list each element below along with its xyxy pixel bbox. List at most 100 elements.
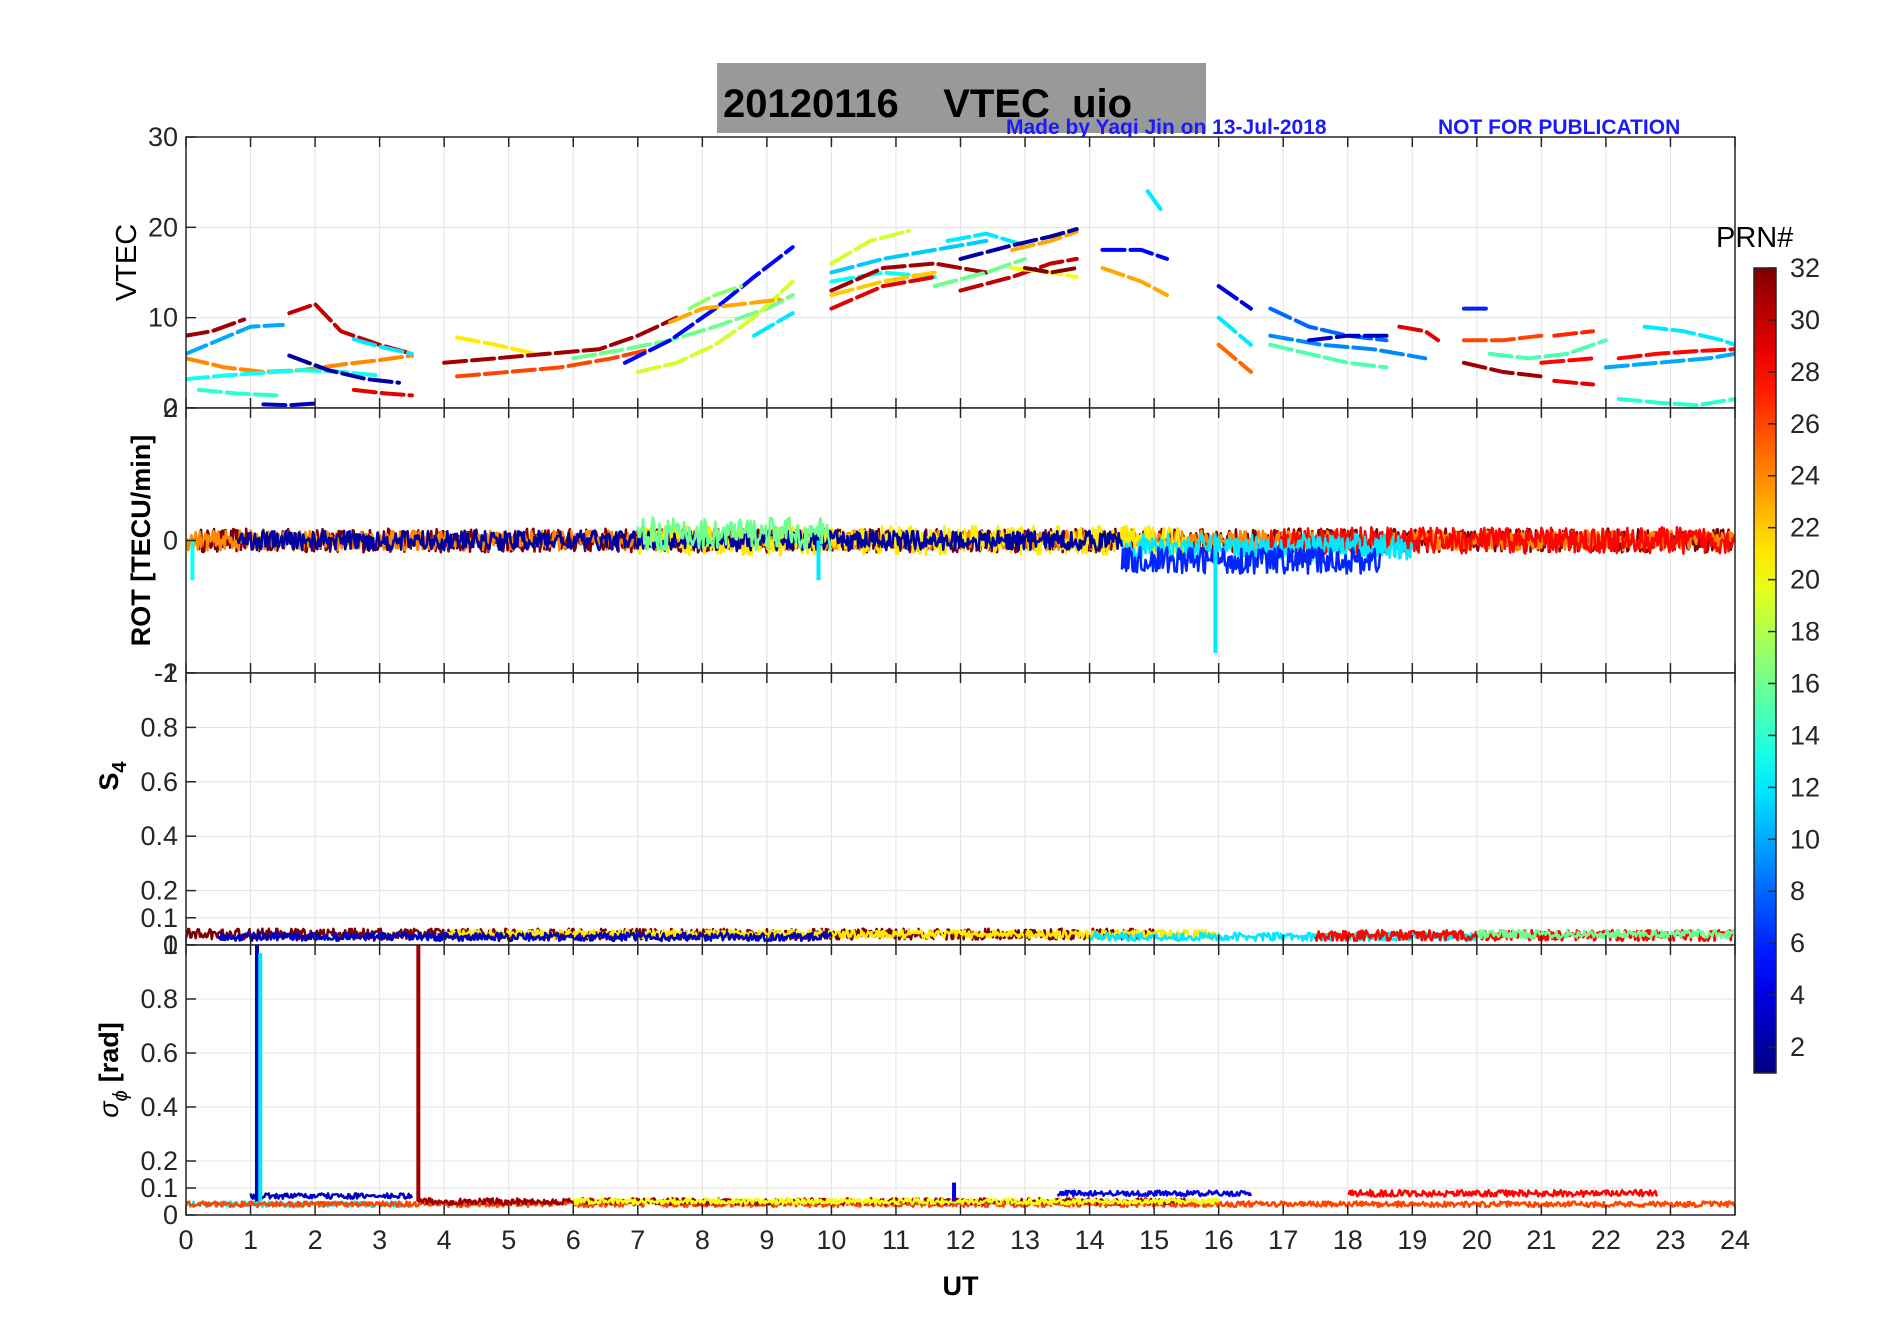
vtec-series-prn-25	[1216, 342, 1253, 374]
vtec-series-prn-15	[1487, 338, 1608, 361]
y-tick-label: 0.6	[140, 1038, 178, 1068]
x-tick-marks	[185, 408, 1736, 673]
vtec-series-prn-29	[1397, 324, 1441, 343]
y-tick-label: 0	[163, 1200, 178, 1230]
colorbar-tick-label: 26	[1790, 409, 1820, 439]
vtec-series-prn-26	[1461, 333, 1544, 343]
vtec-series-prn-12	[1216, 315, 1253, 347]
x-tick-label: 17	[1268, 1225, 1298, 1255]
x-tick-label: 10	[816, 1225, 846, 1255]
y-axis-label: VTEC	[111, 224, 143, 301]
x-tick-label: 2	[308, 1225, 323, 1255]
sigma_phi-series-prn-28	[1347, 1188, 1659, 1198]
vtec-series-prn-14	[196, 387, 279, 398]
y-tick-label: 0.4	[140, 821, 178, 851]
colorbar-tick-label: 4	[1790, 980, 1805, 1010]
vtec-series-prn-31	[186, 317, 247, 338]
y-axis-label-main: σ	[94, 1100, 124, 1118]
colorbar-tick-label: 8	[1790, 876, 1805, 906]
vtec-series-prn-2	[958, 227, 1079, 261]
vtec-series-prn-31	[829, 261, 989, 293]
y-axis-label: ROT [TECU/min]	[126, 435, 156, 646]
colorbar-tick-label: 22	[1790, 513, 1820, 543]
y-tick-label: 10	[148, 303, 178, 333]
x-tick-label: 0	[178, 1225, 193, 1255]
y-tick-label: 0.8	[140, 712, 178, 742]
vtec-series-prn-29	[351, 387, 414, 398]
sigma_phi-series-prn-3	[249, 1192, 414, 1200]
vtec-series-prn-11	[829, 238, 989, 275]
y-tick-label: 2	[163, 393, 178, 423]
publication-notice: NOT FOR PUBLICATION	[1438, 116, 1680, 139]
vtec-series-prn-14	[1616, 397, 1735, 408]
colorbar-tick-label: 16	[1790, 668, 1820, 698]
rot-series-prn-6	[1120, 545, 1382, 575]
s4-series-prn-16	[1475, 928, 1735, 940]
x-tick-label: 14	[1075, 1225, 1105, 1255]
panel-sigma_phi: 00.10.20.40.60.810 1 2 3 4 5 6 7 8 9 10 11 12 13 14 15 1…	[94, 930, 1750, 1301]
x-tick-label: 22	[1591, 1225, 1621, 1255]
y-tick-label: 0.1	[140, 1173, 178, 1203]
colorbar-tick-label: 6	[1790, 928, 1805, 958]
x-tick-marks	[185, 945, 1736, 1215]
y-tick-label: 0.1	[140, 903, 178, 933]
y-axis-label-sub: 4	[109, 761, 131, 773]
x-tick-label: 4	[437, 1225, 452, 1255]
vtec-series-prn-29	[829, 275, 937, 311]
y-axis-label: S4	[94, 761, 131, 791]
vtec-series-prn-12	[351, 337, 414, 356]
colorbar-tick-label: 12	[1790, 772, 1820, 802]
data-series	[186, 516, 1735, 654]
panel-vtec: 0 10 20 30 VTEC	[111, 122, 1736, 423]
y-tick-label: 1	[163, 658, 178, 688]
vtec-series-prn-12	[1145, 189, 1163, 212]
vtec-series-prn-9	[1268, 333, 1428, 361]
vtec-series-prn-26	[455, 347, 653, 379]
y-tick-label: 0.2	[140, 876, 178, 906]
data-series	[186, 189, 1735, 408]
colorbar-tick-label: 32	[1790, 253, 1820, 283]
colorbar-tick-label: 24	[1790, 461, 1820, 491]
rot-series-prn-16	[636, 516, 833, 552]
colorbar-title: PRN#	[1716, 222, 1793, 254]
vtec-series-prn-5	[1100, 247, 1169, 261]
vtec-series-prn-21	[455, 335, 537, 356]
y-tick-label: 0	[163, 930, 178, 960]
y-tick-label: 30	[148, 122, 178, 152]
y-axis-label: σϕ [rad]	[94, 1022, 132, 1117]
x-tick-label: 3	[372, 1225, 387, 1255]
vtec-series-prn-12	[752, 311, 795, 338]
vtec-series-prn-10	[1603, 351, 1735, 370]
x-tick-label: 12	[945, 1225, 975, 1255]
colorbar-scale	[1753, 267, 1777, 1074]
vtec-series-prn-2	[287, 353, 401, 385]
vtec-series-prn-28	[1616, 347, 1735, 361]
vtec-series-prn-31	[442, 315, 679, 365]
y-tick-label: 0.2	[140, 1146, 178, 1176]
colorbar-tick-label: 28	[1790, 357, 1820, 387]
vtec-series-prn-23	[1010, 229, 1079, 252]
credit-text: Made by Yaqi Jin on 13-Jul-2018	[1006, 116, 1327, 139]
vtec-series-prn-32	[1023, 266, 1079, 275]
colorbar-tick-label: 18	[1790, 617, 1820, 647]
vtec-series-prn-16	[932, 256, 1027, 289]
y-axis-label-sub: ϕ	[110, 1090, 132, 1101]
x-axis-label: UT	[943, 1271, 979, 1301]
x-tick-label: 19	[1397, 1225, 1427, 1255]
sigma_phi-series-prn-20	[573, 1197, 1220, 1206]
x-tick-label: 8	[695, 1225, 710, 1255]
x-tick-label: 20	[1462, 1225, 1492, 1255]
x-tick-label: 15	[1139, 1225, 1169, 1255]
s4-series-prn-3	[217, 931, 833, 943]
y-tick-label: 0	[163, 393, 178, 423]
vtec-series-prn-4	[1216, 284, 1253, 311]
vtec-series-prn-23	[668, 297, 782, 325]
vtec-series-prn-17	[687, 284, 744, 311]
vtec-series-prn-23	[1100, 266, 1169, 298]
y-tick-label: 0.6	[140, 767, 178, 797]
vtec-series-prn-3	[261, 401, 318, 408]
x-tick-label: 24	[1720, 1225, 1750, 1255]
